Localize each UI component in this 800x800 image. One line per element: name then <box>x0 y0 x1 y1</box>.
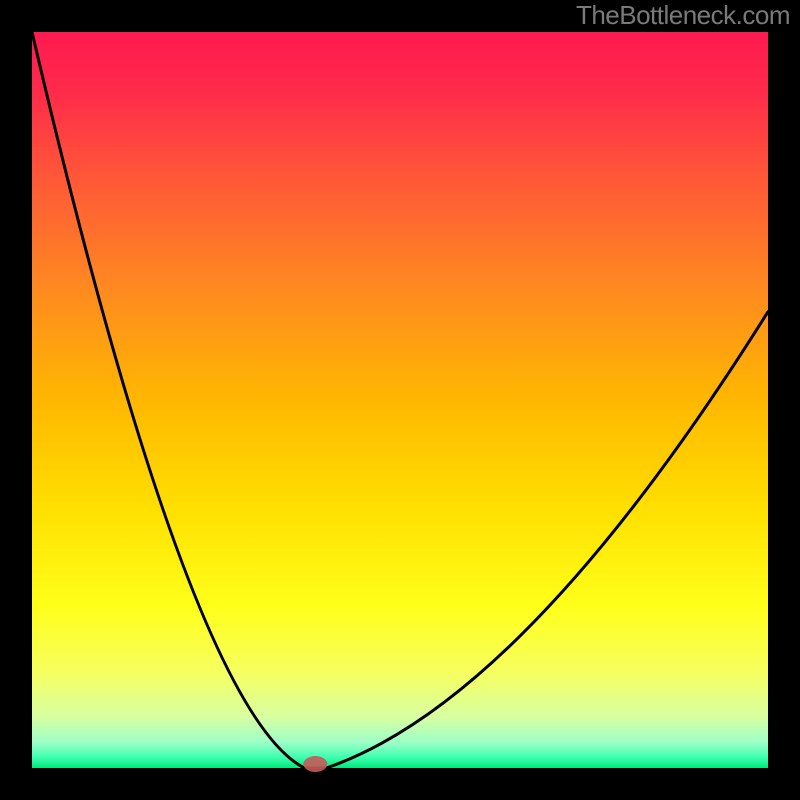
optimal-point-marker <box>303 756 327 772</box>
chart-container: TheBottleneck.com <box>0 0 800 800</box>
watermark-text: TheBottleneck.com <box>576 0 790 31</box>
chart-background-gradient <box>32 32 768 768</box>
bottleneck-chart <box>0 0 800 800</box>
